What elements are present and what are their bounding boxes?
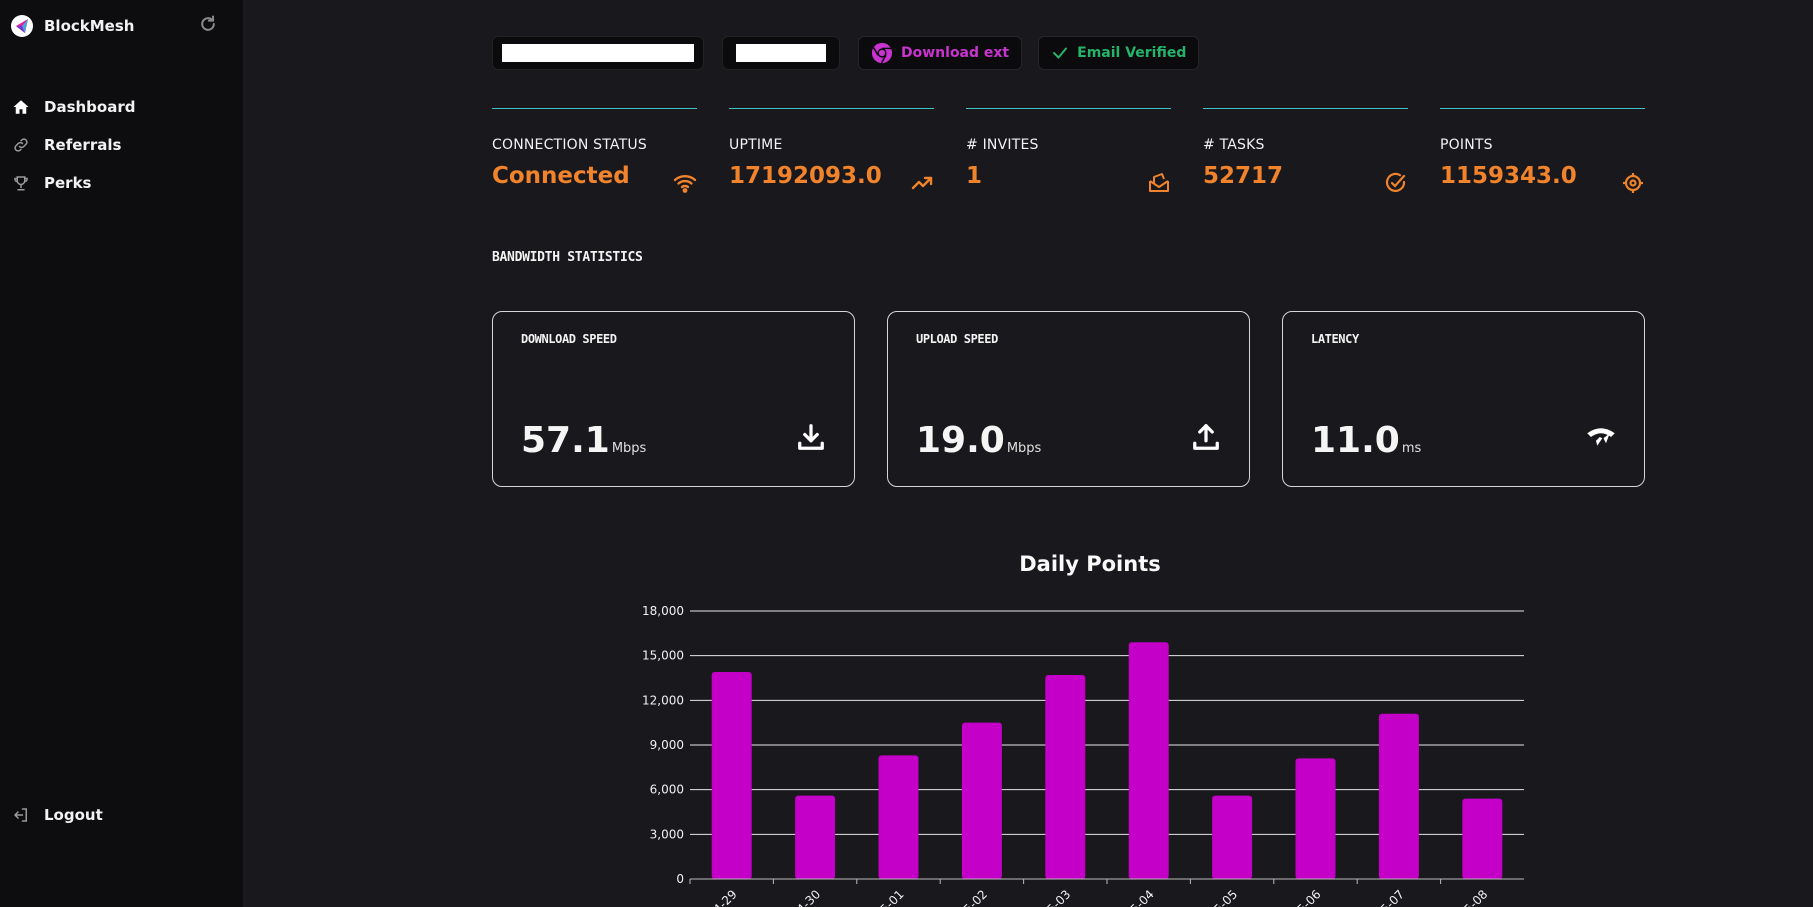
chart-bar bbox=[961, 722, 1002, 879]
card-value: 19.0 Mbps bbox=[916, 420, 1041, 461]
chart-bar bbox=[1045, 675, 1086, 879]
chart-bar bbox=[1128, 642, 1169, 879]
sidebar-item-label: Perks bbox=[44, 174, 92, 192]
x-tick-label: 05-01 bbox=[872, 887, 907, 907]
redaction-bar bbox=[736, 44, 826, 62]
stat-uptime: UPTIME 17192093.0 bbox=[729, 108, 934, 190]
stat-points: POINTS 1159343.0 bbox=[1440, 108, 1645, 193]
stat-value: 52717 bbox=[1203, 163, 1284, 189]
stats-row: CONNECTION STATUS Connected UPTIME 17192… bbox=[492, 108, 1645, 193]
x-tick-label: 05-07 bbox=[1372, 887, 1407, 907]
sidebar-item-dashboard[interactable]: Dashboard bbox=[12, 88, 135, 126]
card-unit: Mbps bbox=[1006, 441, 1042, 456]
email-verified-label: Email Verified bbox=[1077, 45, 1187, 61]
check-icon bbox=[1053, 47, 1068, 59]
stat-invites: # INVITES 1 bbox=[966, 108, 1171, 192]
chart-bar bbox=[711, 672, 752, 879]
download-extension-label: Download ext bbox=[901, 45, 1010, 61]
chart-bar bbox=[1378, 713, 1419, 879]
redacted-address bbox=[492, 36, 704, 70]
logout-icon bbox=[13, 808, 27, 822]
stat-value: 17192093.0 bbox=[729, 163, 882, 189]
stat-label: POINTS bbox=[1440, 137, 1493, 153]
stat-value: 1 bbox=[966, 163, 983, 189]
x-tick-label: 05-04 bbox=[1122, 887, 1157, 907]
invite-icon bbox=[1149, 173, 1169, 192]
bandwidth-cards: DOWNLOAD SPEED 57.1 Mbps UPLOAD SPEED 19… bbox=[492, 311, 1645, 487]
sidebar-item-label: Referrals bbox=[44, 136, 122, 154]
stat-label: # INVITES bbox=[966, 137, 1039, 153]
top-bar: Download ext Email Verified bbox=[492, 36, 1215, 70]
card-number: 19.0 bbox=[916, 420, 1005, 461]
home-icon bbox=[13, 100, 29, 114]
x-tick-label: 05-05 bbox=[1206, 887, 1241, 907]
y-tick-label: 12,000 bbox=[642, 693, 684, 707]
card-number: 57.1 bbox=[521, 420, 610, 461]
x-tick-label: 05-03 bbox=[1039, 887, 1074, 907]
download-icon bbox=[798, 424, 824, 450]
y-tick-label: 6,000 bbox=[650, 783, 684, 797]
x-tick-label: 05-02 bbox=[955, 887, 990, 907]
brand[interactable]: BlockMesh bbox=[10, 14, 134, 38]
stat-value: 1159343.0 bbox=[1440, 163, 1577, 189]
chart-title: Daily Points bbox=[1019, 552, 1161, 576]
wifi-icon bbox=[673, 175, 697, 193]
target-icon bbox=[1623, 173, 1643, 193]
x-tick-label: 05-06 bbox=[1289, 887, 1324, 907]
latency-card: LATENCY 11.0 ms bbox=[1282, 311, 1645, 487]
card-value: 57.1 Mbps bbox=[521, 420, 646, 461]
chart-bar bbox=[878, 755, 919, 879]
stat-connection-status: CONNECTION STATUS Connected bbox=[492, 108, 697, 193]
sidebar-item-perks[interactable]: Perks bbox=[12, 164, 135, 202]
logout-button[interactable]: Logout bbox=[12, 806, 103, 824]
trophy-icon bbox=[14, 176, 28, 191]
stat-label: UPTIME bbox=[729, 137, 783, 153]
trending-up-icon bbox=[911, 176, 933, 190]
stat-value: Connected bbox=[492, 163, 630, 189]
card-title: DOWNLOAD SPEED bbox=[521, 332, 617, 346]
upload-icon bbox=[1193, 424, 1219, 450]
stat-label: # TASKS bbox=[1203, 137, 1265, 153]
link-icon bbox=[14, 138, 28, 152]
card-title: UPLOAD SPEED bbox=[916, 332, 998, 346]
y-tick-label: 0 bbox=[676, 872, 684, 886]
chrome-icon bbox=[871, 42, 893, 64]
y-tick-label: 3,000 bbox=[650, 827, 684, 841]
x-tick-label: 05-08 bbox=[1456, 887, 1491, 907]
stat-tasks: # TASKS 52717 bbox=[1203, 108, 1408, 192]
chart-bar bbox=[1462, 798, 1503, 879]
sidebar-item-label: Dashboard bbox=[44, 98, 136, 116]
email-verified-badge: Email Verified bbox=[1038, 36, 1200, 70]
redacted-field bbox=[722, 36, 840, 70]
upload-speed-card: UPLOAD SPEED 19.0 Mbps bbox=[887, 311, 1250, 487]
refresh-icon[interactable] bbox=[198, 14, 218, 34]
logout-label: Logout bbox=[44, 806, 103, 824]
x-tick-label: 04-29 bbox=[705, 887, 740, 907]
y-tick-label: 18,000 bbox=[642, 604, 684, 618]
redaction-bar bbox=[502, 44, 694, 62]
blockmesh-logo-icon bbox=[11, 15, 33, 37]
download-speed-card: DOWNLOAD SPEED 57.1 Mbps bbox=[492, 311, 855, 487]
stat-label: CONNECTION STATUS bbox=[492, 137, 647, 153]
card-value: 11.0 ms bbox=[1311, 420, 1421, 461]
y-tick-label: 15,000 bbox=[642, 649, 684, 663]
check-circle-icon bbox=[1385, 172, 1406, 192]
sidebar-item-referrals[interactable]: Referrals bbox=[12, 126, 135, 164]
brand-name: BlockMesh bbox=[44, 17, 135, 35]
sidebar-nav: Dashboard Referrals Perks bbox=[12, 88, 135, 202]
download-extension-button[interactable]: Download ext bbox=[858, 36, 1023, 70]
x-tick-label: 04-30 bbox=[789, 887, 824, 907]
signal-icon bbox=[1587, 428, 1615, 446]
card-title: LATENCY bbox=[1311, 332, 1359, 346]
card-number: 11.0 bbox=[1311, 420, 1400, 461]
chart-bar bbox=[1295, 758, 1336, 879]
card-unit: ms bbox=[1401, 441, 1422, 456]
y-tick-label: 9,000 bbox=[650, 738, 684, 752]
chart-bar bbox=[1212, 795, 1253, 879]
bandwidth-section-title: BANDWIDTH STATISTICS bbox=[492, 250, 643, 265]
card-unit: Mbps bbox=[611, 441, 647, 456]
chart-bar bbox=[795, 795, 836, 879]
sidebar: BlockMesh Dashboard Referrals Perks bbox=[0, 0, 243, 907]
